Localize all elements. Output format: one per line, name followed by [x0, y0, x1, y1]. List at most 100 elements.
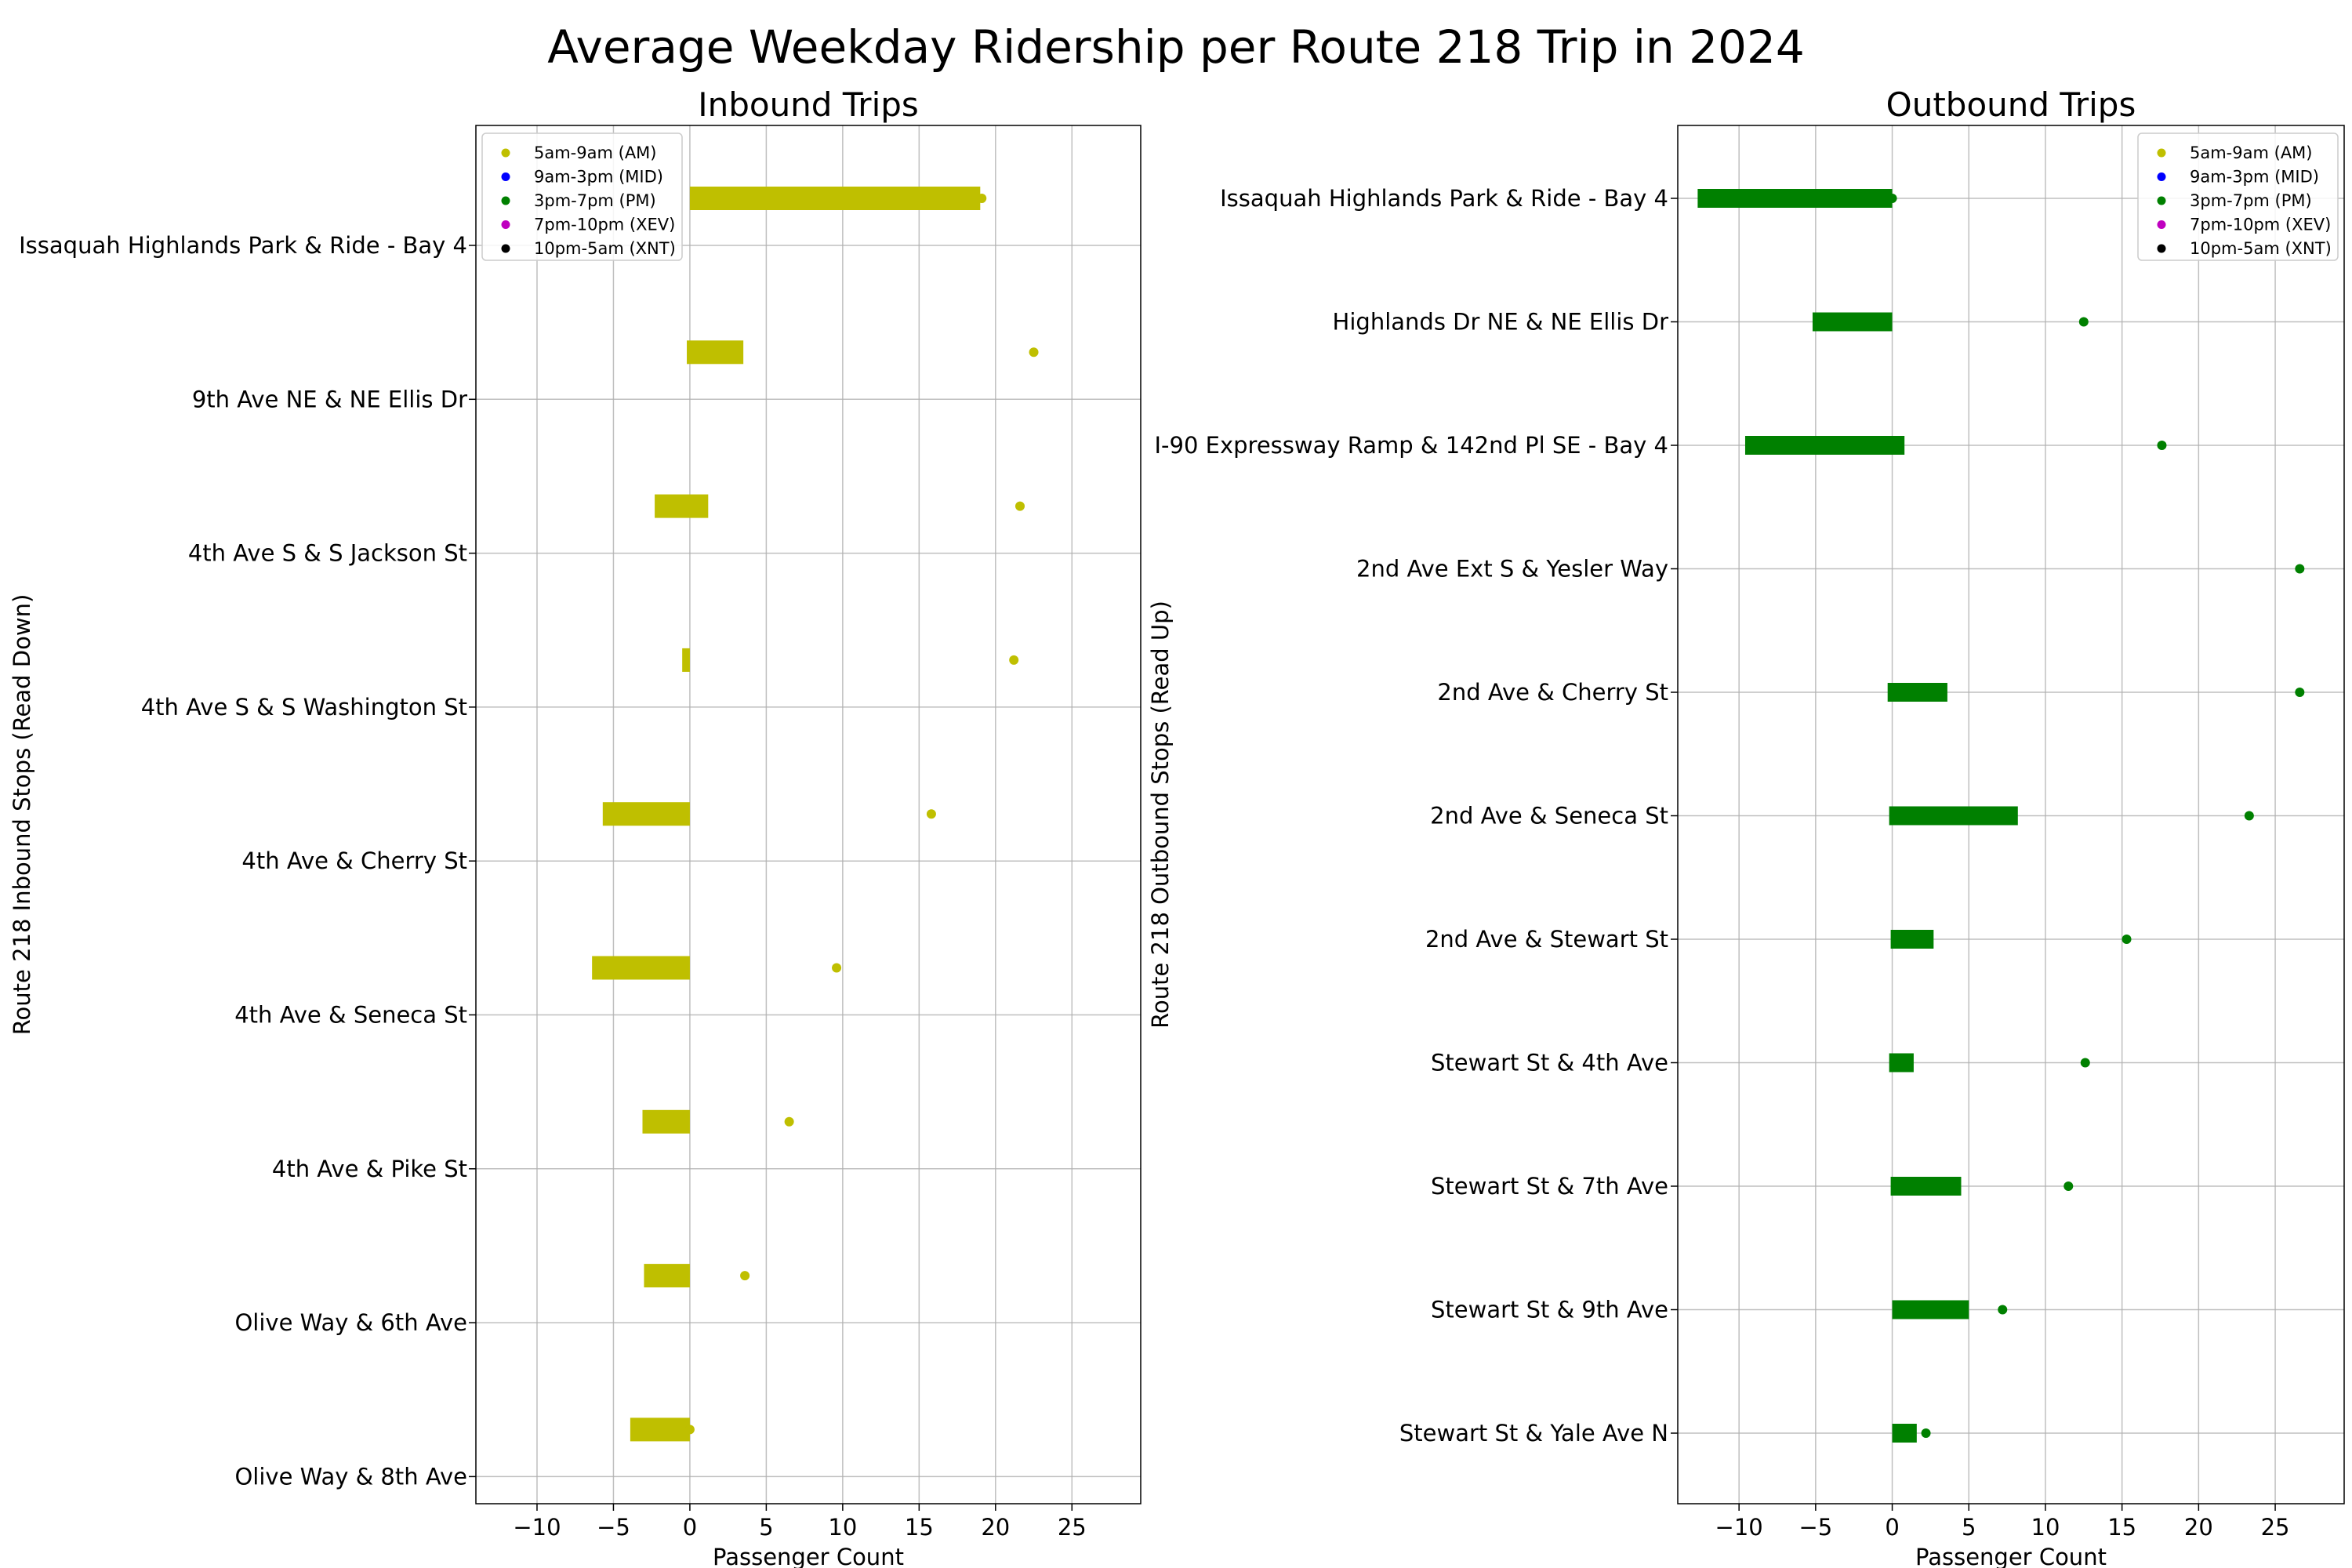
data-point — [1998, 1305, 2008, 1315]
y-axis-label: Route 218 Outbound Stops (Read Up) — [1147, 601, 1174, 1029]
bar — [1892, 1300, 1969, 1319]
legend-marker — [501, 220, 510, 229]
data-point — [977, 194, 987, 203]
legend-marker — [501, 196, 510, 205]
data-point — [2080, 1058, 2090, 1068]
legend-label: 7pm-10pm (XEV) — [534, 216, 675, 234]
legend-marker — [2157, 244, 2166, 253]
legend-marker — [2157, 172, 2166, 181]
x-tick-label: 25 — [2261, 1514, 2290, 1541]
data-point — [2078, 317, 2089, 327]
data-point — [2122, 935, 2132, 944]
bar — [644, 1264, 690, 1288]
x-tick-label: 25 — [1058, 1514, 1087, 1541]
data-point — [2295, 688, 2305, 697]
x-tick-label: −5 — [597, 1514, 630, 1541]
bar — [682, 648, 690, 672]
x-tick-label: 15 — [905, 1514, 934, 1541]
x-tick-label: 0 — [1885, 1514, 1899, 1541]
x-tick-label: 0 — [683, 1514, 697, 1541]
x-tick-label: 5 — [759, 1514, 773, 1541]
legend-label: 9am-3pm (MID) — [2190, 168, 2319, 187]
data-point — [2295, 564, 2305, 574]
y-tick-label: Issaquah Highlands Park & Ride - Bay 4 — [1220, 185, 1668, 212]
x-tick-label: 20 — [981, 1514, 1010, 1541]
y-tick-label: Stewart St & 4th Ave — [1431, 1050, 1668, 1076]
subplot-title: Outbound Trips — [1886, 85, 2136, 124]
y-tick-label: 9th Ave NE & NE Ellis Dr — [192, 386, 467, 412]
legend-label: 10pm-5am (XNT) — [2190, 239, 2332, 258]
data-point — [2063, 1181, 2074, 1191]
x-tick-label: 10 — [2031, 1514, 2060, 1541]
legend-box — [2137, 132, 2339, 261]
y-tick-label: 2nd Ave & Cherry St — [1437, 679, 1668, 706]
legend-marker — [501, 244, 510, 253]
data-point — [1009, 655, 1019, 665]
data-point — [740, 1271, 750, 1281]
legend: 5am-9am (AM) 9am-3pm (MID) 3pm-7pm (PM) 7pm… — [481, 132, 683, 261]
legend-box — [481, 132, 683, 261]
legend: 5am-9am (AM) 9am-3pm (MID) 3pm-7pm (PM) 7pm… — [2137, 132, 2339, 261]
x-tick-label: −10 — [513, 1514, 561, 1541]
bar — [689, 187, 981, 210]
bar — [1889, 806, 2018, 826]
bar — [1812, 312, 1893, 332]
legend-marker — [501, 172, 510, 181]
data-point — [2244, 811, 2254, 821]
bar — [1889, 1053, 1914, 1073]
data-point — [684, 1425, 695, 1435]
figure-title: Average Weekday Ridership per Route 218 … — [547, 20, 1805, 74]
data-point — [1887, 194, 1897, 203]
x-tick-label: −10 — [1715, 1514, 1763, 1541]
data-point — [2157, 441, 2167, 450]
x-tick-label: 5 — [1962, 1514, 1976, 1541]
bar — [1744, 436, 1905, 455]
x-axis-label: Passenger Count — [1915, 1544, 2107, 1568]
y-tick-label: Stewart St & 7th Ave — [1431, 1173, 1668, 1200]
legend-label: 10pm-5am (XNT) — [534, 239, 676, 258]
data-point — [1029, 347, 1039, 358]
legend-label: 7pm-10pm (XEV) — [2190, 216, 2331, 234]
bar — [687, 340, 744, 365]
legend-marker — [2157, 148, 2166, 158]
legend-label: 9am-3pm (MID) — [534, 168, 663, 187]
y-tick-label: Highlands Dr NE & NE Ellis Dr — [1333, 309, 1669, 336]
bar — [592, 956, 690, 980]
bar — [1697, 189, 1893, 208]
data-point — [926, 809, 936, 819]
y-tick-label: 2nd Ave & Seneca St — [1430, 803, 1668, 829]
outbound-panel: −10 −5 0 5 10 15 20 25 Issaquah Highlands Park &… — [1147, 85, 2345, 1568]
legend-label: 3pm-7pm (PM) — [534, 191, 656, 210]
bar — [642, 1109, 690, 1134]
axes-frame — [475, 125, 1142, 1504]
y-tick-label: Olive Way & 6th Ave — [234, 1309, 467, 1336]
x-tick-label: −5 — [1798, 1514, 1832, 1541]
inbound-panel: −10 −5 0 5 10 15 20 25 Issaquah Highlands Park &… — [9, 85, 1142, 1568]
legend-label: 3pm-7pm (PM) — [2190, 191, 2312, 210]
y-tick-label: 4th Ave & Pike St — [272, 1156, 467, 1182]
y-tick-label: Stewart St & Yale Ave N — [1399, 1420, 1668, 1446]
x-axis-label: Passenger Count — [713, 1544, 904, 1568]
subplot-title: Inbound Trips — [698, 85, 919, 124]
data-point — [832, 963, 842, 973]
y-tick-label: 4th Ave & Seneca St — [234, 1002, 467, 1029]
bar — [1887, 683, 1947, 702]
legend-marker — [2157, 220, 2166, 229]
bar — [1890, 930, 1934, 949]
axes-frame — [1677, 125, 2345, 1504]
bar — [602, 802, 690, 826]
data-point — [784, 1116, 794, 1127]
y-tick-label: 4th Ave S & S Washington St — [141, 694, 467, 720]
legend-label: 5am-9am (AM) — [2190, 143, 2313, 162]
legend-label: 5am-9am (AM) — [534, 143, 657, 162]
bar — [630, 1417, 690, 1442]
y-tick-label: Issaquah Highlands Park & Ride - Bay 4 — [19, 232, 467, 259]
bar — [1890, 1177, 1962, 1196]
y-axis-label: Route 218 Inbound Stops (Read Down) — [9, 594, 35, 1036]
bar — [655, 494, 709, 518]
x-tick-label: 10 — [828, 1514, 857, 1541]
y-tick-label: 4th Ave & Cherry St — [241, 848, 467, 874]
y-tick-label: I-90 Expressway Ramp & 142nd Pl SE - Bay… — [1155, 432, 1669, 459]
legend-marker — [2157, 196, 2166, 205]
